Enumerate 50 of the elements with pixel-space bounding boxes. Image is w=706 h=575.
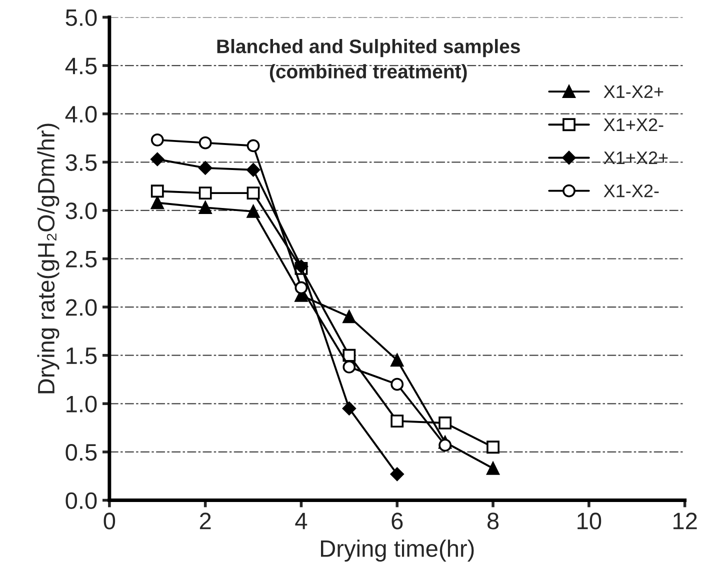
point [342,360,356,374]
point [390,467,404,481]
x-tick-label: 8 [487,512,499,530]
point [390,414,404,428]
y-tick-label: 4.0 [65,106,97,123]
point [246,186,260,200]
point [198,186,212,200]
x-tick-label: 6 [392,512,403,530]
y-tick-label: 2.0 [66,299,97,316]
legend-label: X1-X2- [604,184,659,198]
point [342,310,356,324]
point [390,378,404,391]
point [438,438,452,452]
x-tick-label: 2 [200,512,211,530]
y-tick-label: 2.5 [66,250,97,268]
y-tick-label: 3.0 [66,202,97,220]
point [246,204,260,218]
point [198,201,212,214]
legend-label: X1+X2- [604,118,664,131]
x-tick-label: 10 [578,512,602,530]
point [246,139,260,152]
x-axis-title: Drying time(hr) [321,540,474,562]
legend-label: X1+X2+ [604,151,668,164]
y-tick-label: 4.5 [65,58,97,74]
point [150,133,164,146]
y-tick-label: 5.0 [66,9,97,26]
x-tick-label: 12 [673,512,697,530]
point [198,161,212,175]
y-tick-label: 1.5 [66,348,97,364]
point [390,354,404,367]
y-tick-label: 3.5 [66,154,97,171]
point [486,462,500,475]
point [198,136,212,150]
x-tick-label: 0 [104,512,116,530]
y-tick-label: 1.0 [66,396,97,412]
point [150,184,164,198]
point [486,440,500,454]
point [342,402,356,416]
y-tick-label: 0.5 [66,444,97,461]
text: Blanched and Sulphited samples (combined treatment) [217,38,520,82]
point [150,152,164,166]
legend-label: X1-X2+ [604,85,664,98]
x-tick-label: 4 [295,512,308,530]
point [342,348,356,362]
point [294,281,308,294]
y-tick-label: 0.0 [66,492,97,510]
point [438,416,452,430]
point [246,163,260,177]
y-axis-title: Drying rate(gH₂O/gDm/hr) [37,124,60,394]
point [150,196,164,210]
